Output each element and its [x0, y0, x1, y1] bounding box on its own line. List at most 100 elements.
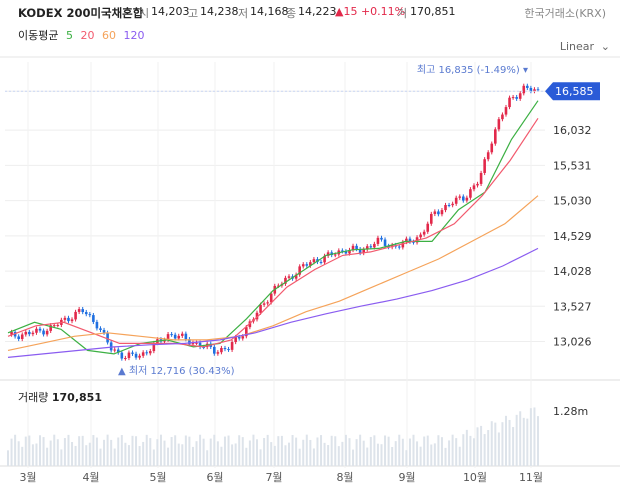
ma-20-label[interactable]: 20 [80, 29, 95, 42]
candle [227, 349, 230, 351]
candle [511, 97, 515, 99]
candle [74, 311, 77, 320]
candle [31, 332, 35, 335]
candle [490, 143, 494, 153]
candle [437, 211, 440, 215]
candle [301, 264, 305, 267]
volume-bar [352, 449, 355, 466]
scale-selector[interactable]: Linear [559, 40, 594, 53]
candle [88, 314, 92, 316]
volume-bar [103, 439, 106, 466]
volume-bar [46, 447, 49, 466]
candle [202, 347, 205, 349]
candle [49, 325, 52, 331]
volume-bar [444, 447, 447, 466]
volume-bar [373, 435, 376, 466]
high-label: 고 [188, 7, 199, 20]
volume-bar [117, 437, 120, 466]
candle [248, 321, 252, 328]
candle [369, 246, 373, 248]
volume-bar [376, 443, 379, 466]
volume-bar [63, 438, 66, 466]
volume-bar [280, 435, 283, 466]
volume-bar [330, 435, 333, 466]
volume-bar [21, 446, 24, 466]
candle [127, 352, 131, 359]
volume-bar [408, 438, 411, 466]
volume-bar [174, 435, 177, 466]
candle [102, 329, 106, 333]
x-tick-label: 11월 [519, 471, 543, 484]
candle [373, 243, 376, 248]
candle [351, 245, 355, 250]
candle [522, 85, 526, 94]
candle [166, 334, 170, 340]
volume-bar [42, 437, 45, 466]
volume-bar [241, 437, 244, 466]
candle [365, 246, 369, 250]
open-label: 시 [139, 7, 150, 20]
current-price-tag [545, 82, 600, 101]
volume-bar [494, 422, 497, 466]
volume-bar [31, 444, 34, 466]
ma-5-label[interactable]: 5 [65, 29, 73, 42]
volume-bar [99, 448, 102, 466]
candle [216, 352, 220, 354]
candle [17, 336, 20, 340]
volume-bar [120, 435, 123, 466]
min-annotation: ▲ 최저 12,716 (30.43%) [118, 365, 235, 377]
volume-bar [391, 446, 394, 466]
volume-bar [515, 414, 518, 466]
candle [70, 319, 74, 322]
candle [401, 242, 405, 248]
candle [518, 93, 522, 99]
candle [465, 197, 469, 201]
volume-bar [35, 443, 38, 466]
ma-60-label[interactable]: 60 [101, 29, 116, 42]
candle [454, 197, 458, 204]
volume-bar [152, 449, 155, 466]
volume-bar [60, 449, 63, 466]
volume-bar [255, 439, 258, 466]
candle [170, 334, 173, 336]
volume-bar [480, 425, 483, 466]
candle [220, 348, 223, 353]
candle [259, 304, 262, 313]
candle [529, 87, 533, 92]
candle [198, 342, 202, 348]
candle [255, 312, 259, 320]
candle [429, 213, 433, 224]
volume-bar [284, 445, 287, 466]
market-label: 한국거래소(KRX) [524, 7, 606, 20]
ma-120-label[interactable]: 120 [123, 29, 145, 42]
volume-bar [156, 439, 159, 466]
candle [56, 324, 60, 326]
candle [508, 97, 511, 108]
candle [323, 255, 326, 263]
candle [305, 264, 309, 266]
volume-bar [17, 441, 20, 466]
candle [124, 358, 127, 360]
candle [138, 355, 141, 358]
volume-bar [53, 434, 56, 466]
volume-value: 170,851 [410, 5, 456, 18]
candle [188, 339, 191, 345]
candle [326, 252, 330, 256]
volume-bar [302, 439, 305, 466]
volume-bar [213, 434, 216, 466]
candle [462, 196, 465, 201]
volume-bar [533, 407, 536, 466]
volume-bar [369, 436, 372, 466]
volume-bar [355, 439, 358, 466]
candle [526, 85, 529, 88]
volume-bar [298, 448, 301, 466]
volume-bar [131, 435, 134, 466]
volume-bar [384, 435, 387, 466]
high-value: 14,238 [200, 5, 239, 18]
volume-bar [142, 441, 145, 466]
chevron-down-icon[interactable]: ⌄ [600, 40, 610, 53]
open-value: 14,203 [151, 5, 190, 18]
candle [92, 315, 95, 322]
volume-bar [537, 416, 539, 466]
